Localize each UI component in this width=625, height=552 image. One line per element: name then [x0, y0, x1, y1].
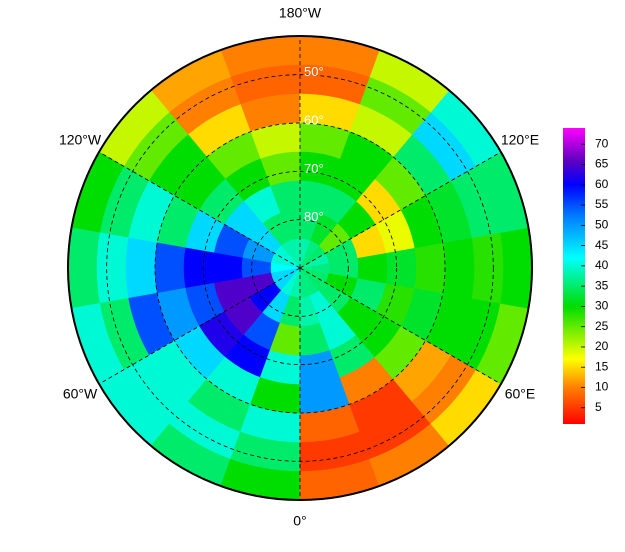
lat-grid [202, 170, 398, 366]
colorbar-label: 50 [595, 217, 609, 231]
colorbar-label: 40 [595, 258, 609, 272]
colorbar-label: 30 [595, 299, 609, 313]
colorbar-label: 20 [595, 339, 609, 353]
lon-grid [98, 267, 301, 385]
colorbar-label: 15 [595, 359, 609, 373]
colorbar-label: 45 [595, 238, 609, 252]
lon-label: 120°E [501, 132, 539, 148]
lat-grid [154, 122, 446, 414]
lat-grid [251, 219, 349, 317]
colorbar-label: 65 [595, 157, 609, 171]
colorbar-label: 25 [595, 319, 609, 333]
lon-grid [98, 151, 301, 269]
cell [299, 238, 311, 269]
lon-grid [299, 267, 502, 385]
lon-grid [299, 151, 502, 269]
cell [183, 247, 215, 289]
lat-label: 70° [304, 161, 324, 176]
colorbar [563, 128, 585, 424]
colorbar-label: 10 [595, 380, 609, 394]
lon-label: 180°W [279, 5, 322, 21]
cell [471, 232, 504, 304]
cell [356, 252, 388, 284]
cell [125, 237, 158, 299]
lon-label: 0° [293, 513, 306, 529]
cell [212, 252, 244, 284]
lon-label: 60°E [505, 386, 536, 402]
lon-label: 60°W [63, 386, 98, 402]
cell [67, 227, 101, 309]
cell [96, 232, 129, 304]
lat-label: 50° [304, 64, 324, 79]
cell [499, 227, 533, 309]
lat-label: 80° [304, 209, 324, 224]
colorbar-label: 55 [595, 197, 609, 211]
cell [442, 237, 475, 299]
lon-label: 120°W [59, 132, 102, 148]
cell [385, 247, 417, 289]
colorbar-label: 5 [595, 400, 602, 414]
lat-grid [106, 74, 494, 462]
cell [154, 242, 187, 294]
cell [413, 242, 446, 294]
colorbar-label: 60 [595, 177, 609, 191]
colorbar-label: 70 [595, 136, 609, 150]
lat-label: 60° [304, 112, 324, 127]
colorbar-label: 35 [595, 278, 609, 292]
